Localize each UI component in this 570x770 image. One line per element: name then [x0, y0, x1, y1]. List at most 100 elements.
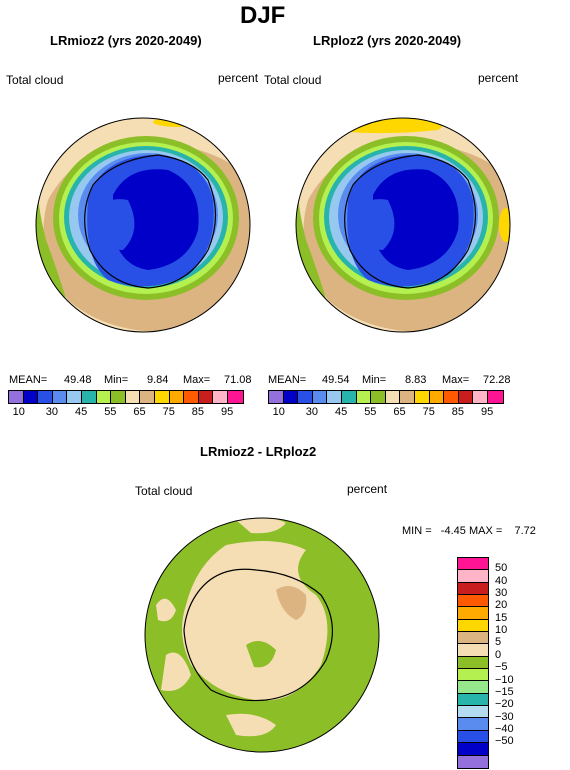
panel-2-units-label: percent [478, 71, 519, 85]
colorbar-swatch [458, 718, 488, 731]
colorbar-swatch [213, 391, 228, 403]
colorbar-swatch [140, 391, 155, 403]
colorbar-tick-label: 30 [45, 406, 59, 418]
colorbar-tick-label: 30 [495, 587, 508, 600]
colorbar-tick-label: 45 [75, 406, 88, 418]
colorbar-swatch [327, 391, 342, 403]
colorbar-swatch [356, 391, 372, 403]
colorbar-tick-label: −50 [495, 735, 514, 748]
colorbar-tick-label: 55 [104, 406, 117, 418]
colorbar-swatch [444, 391, 459, 403]
colorbar-swatch [400, 391, 415, 403]
colorbar-swatch [458, 743, 488, 756]
colorbar-tick-label: 65 [133, 406, 146, 418]
colorbar-swatch [458, 706, 488, 719]
panel-2-variable-label: Total cloud [264, 73, 322, 87]
colorbar-tick-label: 85 [451, 406, 465, 418]
colorbar-swatch [184, 391, 199, 403]
colorbar-swatch [67, 391, 82, 403]
colorbar-tick-label: 75 [422, 406, 435, 418]
panel-1-title: LRmioz2 (yrs 2020-2049) [50, 33, 202, 48]
colorbar-tick-label: 10 [12, 406, 25, 418]
figure-title: DJF [240, 2, 286, 29]
colorbar-swatch [458, 582, 488, 596]
colorbar-swatch [458, 730, 488, 744]
colorbar-swatch [125, 391, 141, 403]
colorbar-tick-label: 5 [495, 636, 502, 649]
colorbar-tick-label: 15 [495, 611, 508, 624]
colorbar-swatch [458, 693, 488, 707]
panel-1-min-value: 9.84 [147, 374, 169, 386]
colorbar-swatch [227, 391, 243, 403]
colorbar-swatch [458, 619, 488, 633]
colorbar-swatch [23, 391, 39, 403]
colorbar-swatch [111, 391, 126, 403]
colorbar-swatch [385, 391, 401, 403]
panel-1-units-label: percent [218, 71, 259, 85]
colorbar-tick-label: 20 [495, 599, 508, 612]
colorbar-swatch [458, 644, 488, 657]
colorbar-tick-label: 65 [393, 406, 406, 418]
panel-1-min-label: Min= [104, 374, 129, 386]
diff-colorbar [457, 557, 489, 769]
panel-2-mean-value: 49.54 [322, 374, 350, 386]
colorbar-tick-label: 10 [272, 406, 285, 418]
colorbar-tick-label: −30 [495, 710, 514, 723]
colorbar-swatch [169, 391, 185, 403]
colorbar-swatch [458, 570, 488, 583]
colorbar-swatch [38, 391, 53, 403]
colorbar-tick-label: −5 [495, 661, 508, 674]
colorbar-swatch [458, 595, 488, 608]
colorbar-swatch [312, 391, 328, 403]
diff-panel-minmax: MIN = -4.45 MAX = 7.72 [402, 525, 536, 537]
colorbar-tick-label: 30 [305, 406, 319, 418]
panel-2-polar-map [295, 117, 511, 333]
panel-2-colorbar [268, 390, 504, 404]
colorbar-swatch [458, 632, 488, 645]
panel-2-max-value: 72.28 [483, 374, 511, 386]
colorbar-swatch [414, 391, 430, 403]
colorbar-tick-label: 10 [495, 624, 508, 637]
colorbar-tick-label: 45 [335, 406, 348, 418]
colorbar-swatch [283, 391, 299, 403]
panel-1-max-label: Max= [183, 374, 211, 386]
panel-1-colorbar [8, 390, 244, 404]
colorbar-tick-label: 95 [481, 406, 494, 418]
panel-2-colorbar-ticks: 10 30 45 55 65 75 85 95 [268, 406, 508, 420]
colorbar-tick-label: 95 [221, 406, 234, 418]
colorbar-swatch [487, 391, 503, 403]
diff-panel-variable-label: Total cloud [135, 484, 193, 498]
panel-1-mean-value: 49.48 [64, 374, 92, 386]
colorbar-tick-label: 85 [191, 406, 205, 418]
colorbar-tick-label: −15 [495, 685, 514, 698]
diff-colorbar-labels: 50 40 30 20 15 10 5 0 −5 −10 −15 −20 −30 −40 −50 [493, 557, 533, 767]
colorbar-tick-label: −10 [495, 673, 514, 686]
diff-panel-units-label: percent [347, 482, 388, 496]
colorbar-swatch [458, 669, 488, 682]
colorbar-swatch [371, 391, 386, 403]
panel-2-mean-label: MEAN= [268, 374, 307, 386]
colorbar-swatch [269, 391, 284, 403]
panel-2-max-label: Max= [442, 374, 470, 386]
colorbar-tick-label: 55 [364, 406, 377, 418]
colorbar-tick-label: −20 [495, 698, 514, 711]
colorbar-swatch [81, 391, 97, 403]
colorbar-tick-label: 75 [162, 406, 175, 418]
panel-2-min-label: Min= [362, 374, 387, 386]
colorbar-swatch [96, 391, 112, 403]
colorbar-tick-label: 40 [495, 574, 508, 587]
colorbar-swatch [458, 755, 488, 768]
diff-polar-map [144, 517, 380, 753]
panel-2-title: LRploz2 (yrs 2020-2049) [313, 33, 462, 48]
colorbar-tick-label: −40 [495, 722, 514, 735]
colorbar-swatch [154, 391, 170, 403]
panel-1-polar-map [35, 117, 251, 333]
diff-panel-title: LRmioz2 - LRploz2 [200, 444, 317, 459]
colorbar-swatch [198, 391, 214, 403]
colorbar-swatch [458, 391, 474, 403]
panel-1-variable-label: Total cloud [6, 73, 64, 87]
colorbar-tick-label: 0 [495, 648, 502, 661]
colorbar-swatch [473, 391, 488, 403]
colorbar-swatch [458, 558, 488, 571]
panel-1-colorbar-ticks: 10 30 45 55 65 75 85 95 [8, 406, 248, 420]
